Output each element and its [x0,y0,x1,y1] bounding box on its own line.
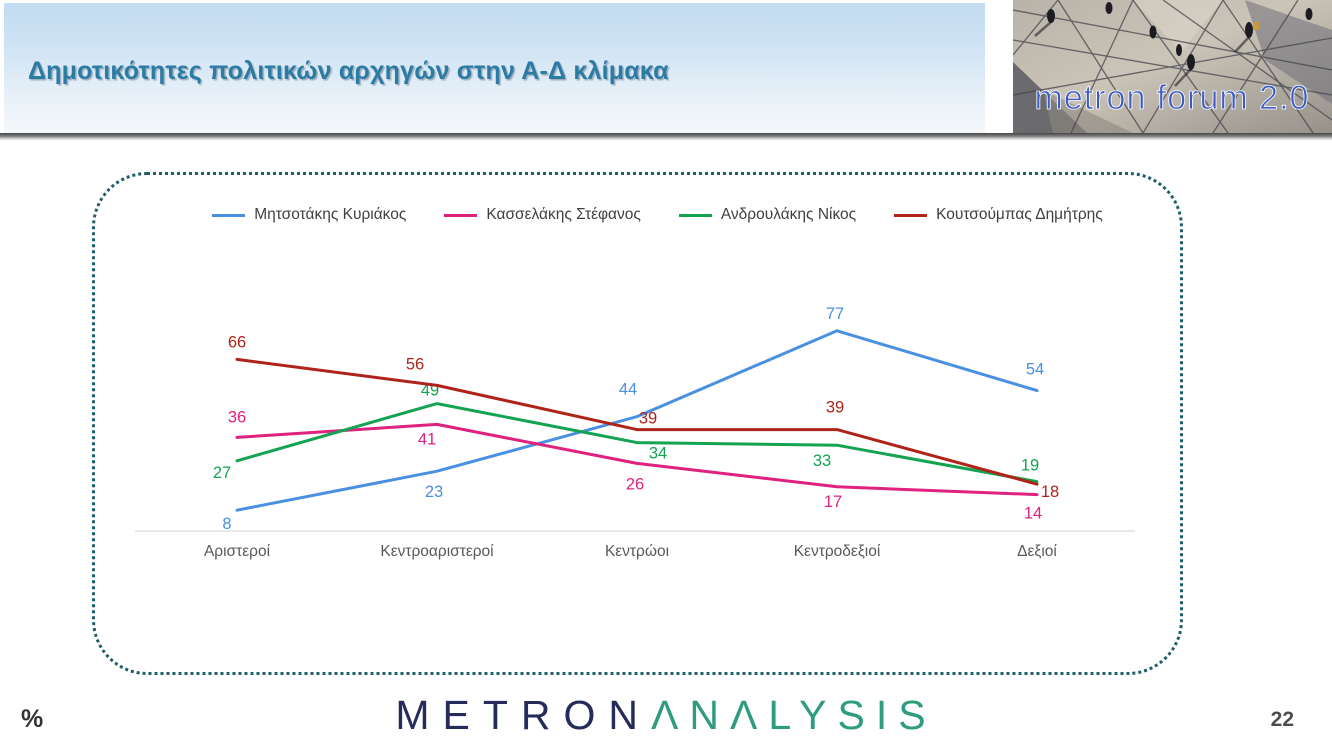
legend-item-3: Κουτσούμπας Δημήτρης [894,206,1103,224]
data-label: 19 [1021,457,1039,475]
legend-swatch [444,213,478,217]
line-chart: Αριστεροί Κεντροαριστεροί Κεντρώοι Κεντροδε… [135,305,1135,560]
data-label: 56 [406,355,424,373]
legend-label: Ανδρουλάκης Νίκος [720,206,857,223]
series-line-1 [235,422,1039,497]
data-label: 8 [222,515,231,533]
series-line-0 [235,329,1039,512]
data-label: 14 [1024,505,1042,523]
metron-forum-logo: metron forum 2.0 [1012,0,1332,134]
page-title: Δημοτικότητες πολιτικών αρχηγών στην Α-Δ… [28,57,669,85]
chart-legend: Μητσοτάκης Κυριάκος Κασσελάκης Στέφανος Αν… [135,206,1180,224]
category-label: Κεντροαριστεροί [380,543,494,560]
legend-item-0: Μητσοτάκης Κυριάκος [212,206,406,224]
percent-unit-label: % [21,705,44,733]
data-label: 26 [626,475,644,493]
data-label: 23 [425,483,443,501]
header-band: Δημοτικότητες πολιτικών αρχηγών στην Α-Δ… [4,3,985,133]
brand-analysis-text: ΛNΛLYSIS [651,692,937,738]
data-label: 33 [813,452,831,470]
data-label: 18 [1041,483,1059,501]
data-label: 66 [228,333,246,351]
legend-item-2: Ανδρουλάκης Νίκος [678,206,857,224]
chart-panel [92,172,1183,675]
data-label: 34 [649,445,667,463]
legend-swatch [894,213,928,217]
data-label: 44 [619,381,637,399]
logo-text: metron forum 2.0 [1035,79,1310,117]
category-label: Δεξιοί [1017,543,1057,560]
plaza-photo-graphic: metron forum 2.0 [1012,0,1332,134]
data-label: 17 [824,493,842,511]
header-shadow-divider [0,133,1332,140]
category-label: Αριστεροί [204,543,271,560]
data-label: 77 [826,305,844,323]
data-label: 27 [213,464,231,482]
legend-label: Μητσοτάκης Κυριάκος [254,206,407,223]
legend-swatch [678,213,712,217]
legend-swatch [212,213,246,217]
series-line-2 [235,402,1039,484]
metron-analysis-logo: METRONΛNΛLYSIS [0,692,1332,739]
data-label: 39 [639,410,657,428]
data-label: 36 [228,408,246,426]
data-label: 54 [1026,361,1044,379]
category-label: Κεντροδεξιοί [794,543,881,560]
legend-label: Κασσελάκης Στέφανος [486,206,641,223]
legend-label: Κουτσούμπας Δημήτρης [936,206,1103,223]
data-label: 41 [418,430,436,448]
page-number: 22 [1270,708,1294,731]
legend-item-1: Κασσελάκης Στέφανος [444,206,641,224]
brand-metron-text: METRON [395,692,652,738]
series-line-3 [235,357,1039,486]
category-label: Κεντρώοι [605,543,669,560]
data-label: 39 [826,399,844,417]
